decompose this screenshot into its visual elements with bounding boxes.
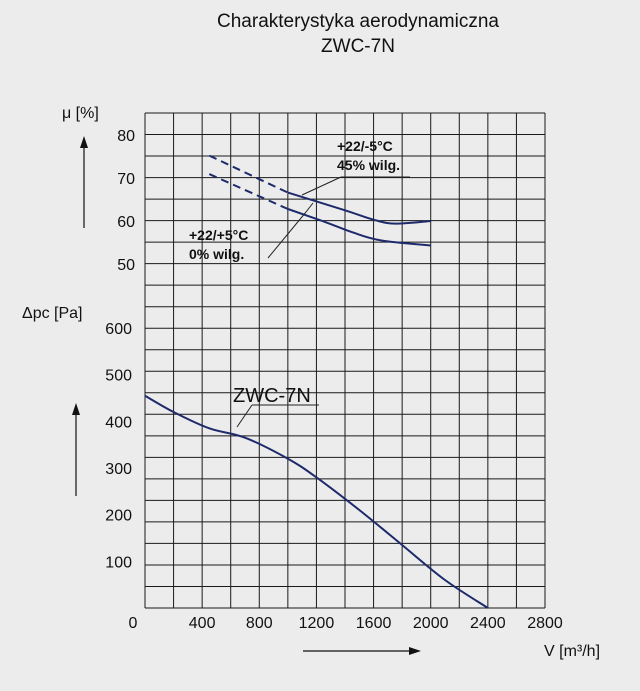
efficiency-tick-label: 60	[117, 214, 135, 231]
x-tick-label: 1600	[356, 615, 392, 632]
x-axis-label: V [m³/h]	[544, 643, 600, 660]
chart-title-line1: Charakterystyka aerodynamiczna	[217, 11, 499, 32]
efficiency-tick-label: 80	[117, 128, 135, 145]
efficiency-tick-label: 70	[117, 171, 135, 188]
pressure-axis-arrow	[72, 403, 80, 496]
series-layer	[144, 154, 489, 609]
x-tick-label: 800	[246, 615, 273, 632]
series-label-0-line2: 0% wilg.	[189, 246, 244, 262]
pressure-tick-label: 500	[105, 368, 132, 385]
series-label-45-line2: 45% wilg.	[337, 157, 400, 173]
plot-grid	[144, 112, 546, 609]
series-label-0-line1: +22/+5°C	[189, 227, 248, 243]
efficiency-series-0-dashed-line	[208, 154, 289, 194]
x-tick-label: 1200	[299, 615, 335, 632]
efficiency-series-1-dashed-line	[208, 173, 289, 210]
pressure-tick-label: 300	[105, 461, 132, 478]
x-tick-label: 0	[129, 615, 138, 632]
efficiency-axis-arrow	[80, 136, 88, 228]
x-tick-label: 400	[189, 615, 216, 632]
pressure-tick-label: 400	[105, 414, 132, 431]
efficiency-tick-label: 50	[117, 257, 135, 274]
pressure-tick-label: 100	[105, 554, 132, 571]
x-axis-arrow	[303, 647, 421, 655]
x-tick-label: 2000	[413, 615, 449, 632]
tick-labels: 0 400 800 1200 1600 2000 2400 2800 50 60 70 80 100 20…	[105, 128, 563, 632]
series-label-zwc7n: ZWC-7N	[233, 385, 311, 407]
pressure-axis-label: Δpc [Pa]	[22, 305, 83, 322]
leader-lines	[236, 176, 410, 428]
x-tick-label: 2400	[470, 615, 506, 632]
efficiency-axis-label: μ [%]	[62, 105, 99, 122]
chart-title-line2: ZWC-7N	[321, 36, 395, 57]
pressure-tick-label: 600	[105, 321, 132, 338]
efficiency-series-0-line	[287, 191, 431, 225]
pressure-tick-label: 200	[105, 508, 132, 525]
series-label-45-line1: +22/-5°C	[337, 138, 393, 154]
x-tick-label: 2800	[527, 615, 563, 632]
pressure-series-0-line	[144, 394, 489, 609]
efficiency-series-1-line	[287, 208, 431, 247]
